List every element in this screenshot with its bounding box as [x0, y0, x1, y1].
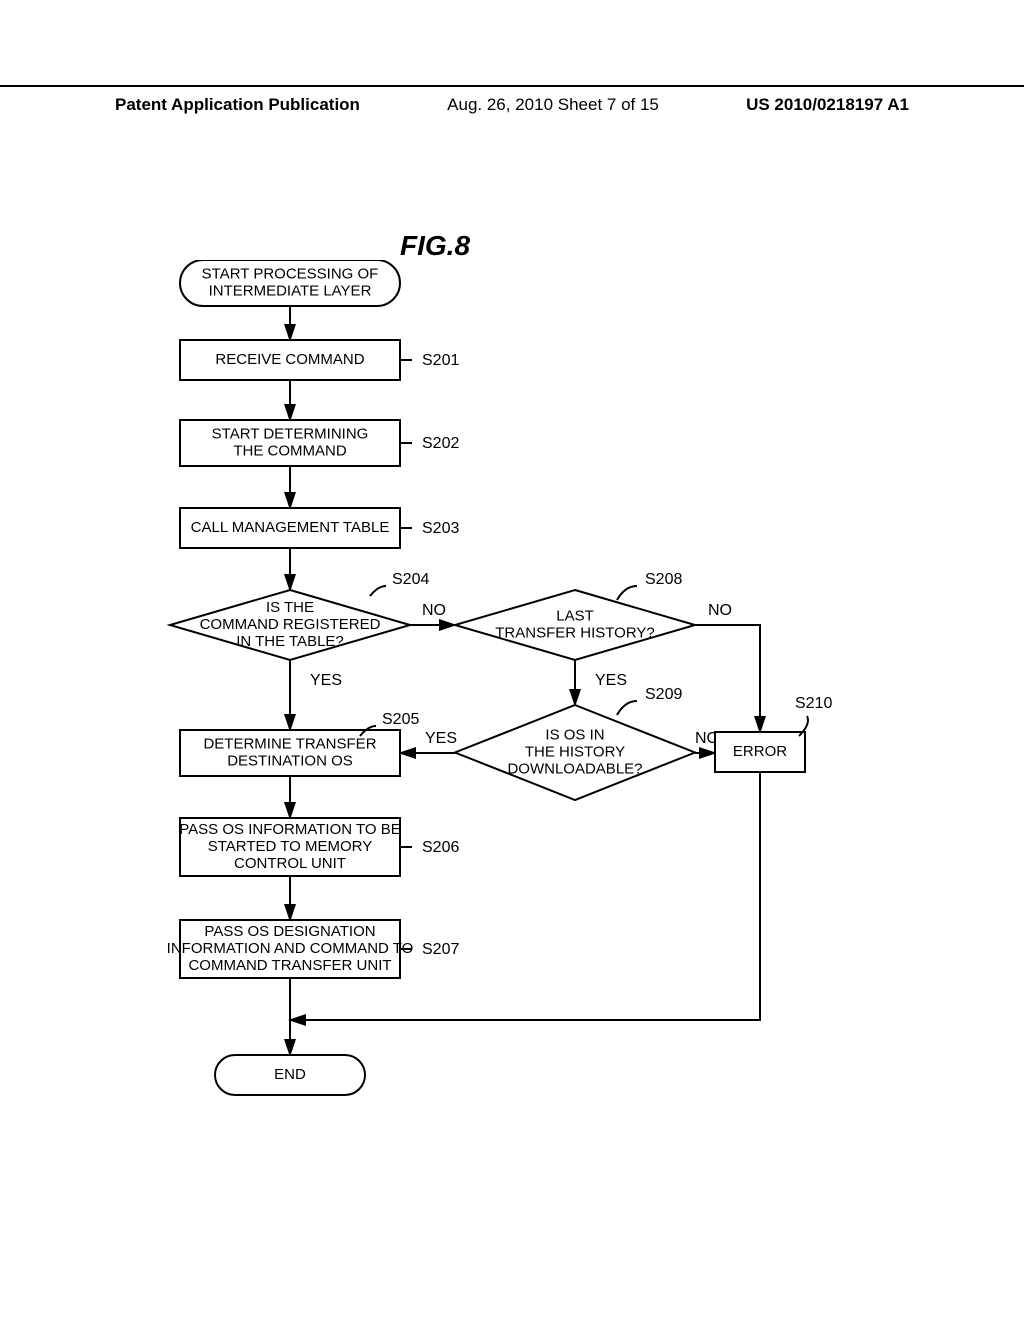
figure-title: FIG.8	[400, 230, 470, 262]
svg-text:S209: S209	[645, 686, 682, 703]
svg-text:DETERMINE TRANSFER: DETERMINE TRANSFER	[203, 735, 376, 752]
svg-text:YES: YES	[425, 730, 457, 747]
svg-text:IS THE: IS THE	[266, 599, 314, 616]
svg-text:RECEIVE COMMAND: RECEIVE COMMAND	[215, 351, 364, 368]
header-left: Patent Application Publication	[0, 95, 360, 115]
svg-text:IN THE TABLE?: IN THE TABLE?	[236, 633, 344, 650]
svg-text:INTERMEDIATE LAYER: INTERMEDIATE LAYER	[209, 282, 372, 299]
svg-text:THE HISTORY: THE HISTORY	[525, 743, 625, 760]
svg-text:PASS OS DESIGNATION: PASS OS DESIGNATION	[204, 923, 375, 940]
svg-text:DESTINATION OS: DESTINATION OS	[227, 752, 353, 769]
svg-text:DOWNLOADABLE?: DOWNLOADABLE?	[507, 760, 642, 777]
header-mid: Aug. 26, 2010 Sheet 7 of 15	[447, 95, 659, 115]
svg-text:S210: S210	[795, 695, 832, 712]
svg-text:IS OS IN: IS OS IN	[545, 726, 604, 743]
svg-text:S202: S202	[422, 435, 459, 452]
svg-text:CONTROL UNIT: CONTROL UNIT	[234, 855, 346, 872]
page-header: Patent Application Publication Aug. 26, …	[0, 85, 1024, 115]
svg-text:END: END	[274, 1066, 306, 1083]
svg-text:YES: YES	[310, 672, 342, 689]
svg-text:THE COMMAND: THE COMMAND	[233, 442, 346, 459]
svg-text:S207: S207	[422, 941, 459, 958]
svg-text:TRANSFER HISTORY?: TRANSFER HISTORY?	[495, 624, 654, 641]
svg-text:COMMAND REGISTERED: COMMAND REGISTERED	[200, 616, 381, 633]
svg-text:CALL MANAGEMENT TABLE: CALL MANAGEMENT TABLE	[191, 519, 390, 536]
svg-text:S208: S208	[645, 571, 682, 588]
svg-text:S203: S203	[422, 520, 459, 537]
svg-text:COMMAND TRANSFER UNIT: COMMAND TRANSFER UNIT	[188, 957, 391, 974]
svg-text:PASS OS INFORMATION TO BE: PASS OS INFORMATION TO BE	[179, 821, 400, 838]
svg-text:S204: S204	[392, 571, 429, 588]
svg-text:ERROR: ERROR	[733, 743, 787, 760]
svg-text:NO: NO	[708, 602, 732, 619]
svg-text:YES: YES	[595, 672, 627, 689]
flowchart-svg: YESNOYESNOYESNOSTART PROCESSING OFINTERM…	[150, 260, 850, 1120]
flowchart-container: YESNOYESNOYESNOSTART PROCESSING OFINTERM…	[150, 260, 850, 1125]
svg-text:START PROCESSING OF: START PROCESSING OF	[202, 265, 379, 282]
svg-text:S205: S205	[382, 711, 419, 728]
svg-text:INFORMATION AND COMMAND TO: INFORMATION AND COMMAND TO	[167, 940, 414, 957]
svg-text:START DETERMINING: START DETERMINING	[212, 425, 369, 442]
svg-text:S206: S206	[422, 839, 459, 856]
svg-text:STARTED TO MEMORY: STARTED TO MEMORY	[208, 838, 372, 855]
header-right: US 2010/0218197 A1	[746, 95, 1024, 115]
svg-text:NO: NO	[422, 602, 446, 619]
svg-text:LAST: LAST	[556, 607, 594, 624]
svg-text:S201: S201	[422, 352, 459, 369]
